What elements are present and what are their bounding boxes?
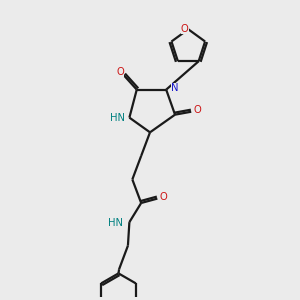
Text: HN: HN	[110, 112, 125, 123]
Text: HN: HN	[108, 218, 123, 228]
Text: O: O	[181, 24, 189, 34]
Text: N: N	[171, 83, 178, 93]
Text: O: O	[116, 67, 124, 77]
Text: O: O	[159, 192, 167, 202]
Text: O: O	[193, 105, 201, 115]
